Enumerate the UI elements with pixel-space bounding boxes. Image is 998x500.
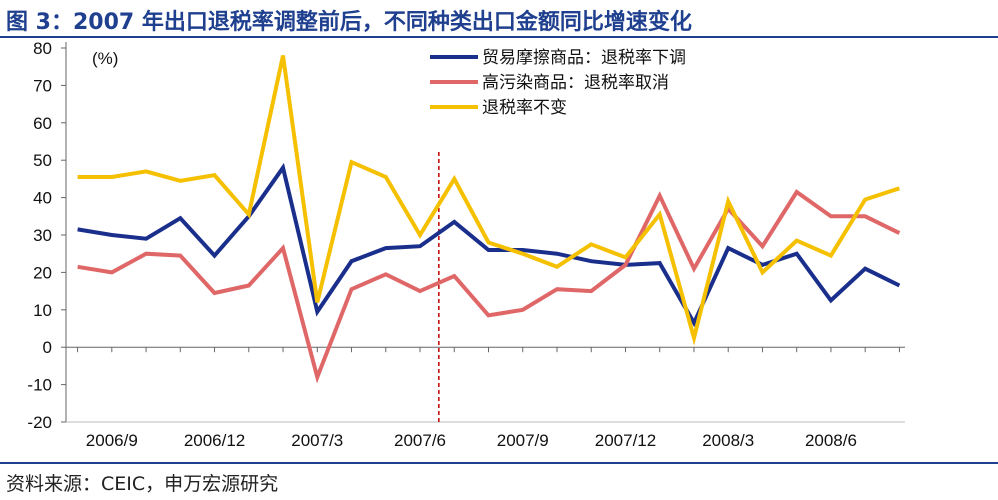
y-tick-label: 20	[33, 263, 52, 282]
legend-label-2: 高污染商品：退税率取消	[482, 73, 669, 93]
x-tick-label: 2006/12	[184, 431, 245, 450]
y-tick-label: 10	[33, 301, 52, 320]
x-tick-label: 2006/9	[86, 431, 138, 450]
chart-title: 图 3：2007 年出口退税率调整前后，不同种类出口金额同比增速变化	[6, 10, 692, 35]
series-layer	[77, 55, 901, 384]
x-tick-label: 2008/3	[702, 431, 754, 450]
y-tick-label: 40	[33, 189, 52, 208]
source-rule	[0, 462, 998, 464]
line-chart: -20 -10 0 10 20 30 40 50 60 70 80 2006/9 2006/12 2007…	[27, 39, 905, 450]
title-rule	[0, 36, 998, 38]
y-tick-label: -10	[27, 376, 52, 395]
unit-label: (%)	[92, 49, 118, 68]
y-tick-label: 0	[43, 338, 52, 357]
legend-label-1: 贸易摩擦商品：退税率下调	[482, 48, 686, 68]
y-tick-label: -20	[27, 413, 52, 432]
x-tick-label: 2007/9	[497, 431, 549, 450]
x-tick-label: 2008/6	[805, 431, 857, 450]
y-tick-label: 60	[33, 114, 52, 133]
y-tick-label: 70	[33, 76, 52, 95]
source-note: 资料来源：CEIC，申万宏源研究	[6, 473, 279, 495]
series-line-3	[77, 55, 901, 346]
x-tick-label: 2007/6	[394, 431, 446, 450]
y-tick-label: 30	[33, 226, 52, 245]
series-line-1	[77, 162, 901, 328]
x-tick-label: 2007/3	[291, 431, 343, 450]
x-tick-label: 2007/12	[595, 431, 656, 450]
series-line-2	[77, 189, 901, 384]
axes: -20 -10 0 10 20 30 40 50 60 70 80 2006/9 2006/12 2007…	[27, 39, 905, 450]
y-tick-label: 50	[33, 151, 52, 170]
legend-label-3: 退税率不变	[482, 98, 567, 118]
y-tick-label: 80	[33, 39, 52, 58]
